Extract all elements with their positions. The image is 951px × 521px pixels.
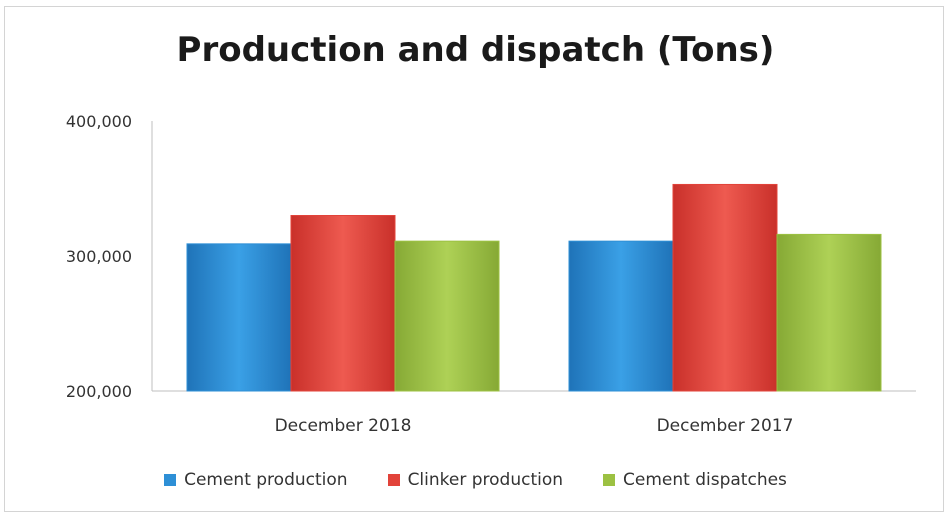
legend-swatch-cement-dispatches: [603, 474, 615, 486]
bar-cement-dispatches: [395, 241, 499, 391]
x-category-label: December 2018: [275, 416, 412, 436]
y-tick-label: 200,000: [66, 382, 132, 401]
legend-item-cement-production: Cement production: [164, 470, 347, 490]
legend-swatch-clinker-production: [388, 474, 400, 486]
bar-cement-production: [187, 244, 291, 391]
bar-clinker-production: [291, 216, 395, 392]
legend-label-cement-dispatches: Cement dispatches: [623, 470, 787, 490]
legend-swatch-cement-production: [164, 474, 176, 486]
y-tick-label: 400,000: [66, 112, 132, 131]
legend-label-cement-production: Cement production: [184, 470, 347, 490]
legend-item-clinker-production: Clinker production: [388, 470, 563, 490]
x-category-label: December 2017: [657, 416, 794, 436]
legend: Cement production Clinker production Cem…: [0, 470, 951, 490]
bar-cement-dispatches: [777, 234, 881, 391]
y-tick-label: 300,000: [66, 247, 132, 266]
legend-item-cement-dispatches: Cement dispatches: [603, 470, 787, 490]
legend-label-clinker-production: Clinker production: [408, 470, 563, 490]
bar-cement-production: [569, 241, 673, 391]
bar-clinker-production: [673, 184, 777, 391]
